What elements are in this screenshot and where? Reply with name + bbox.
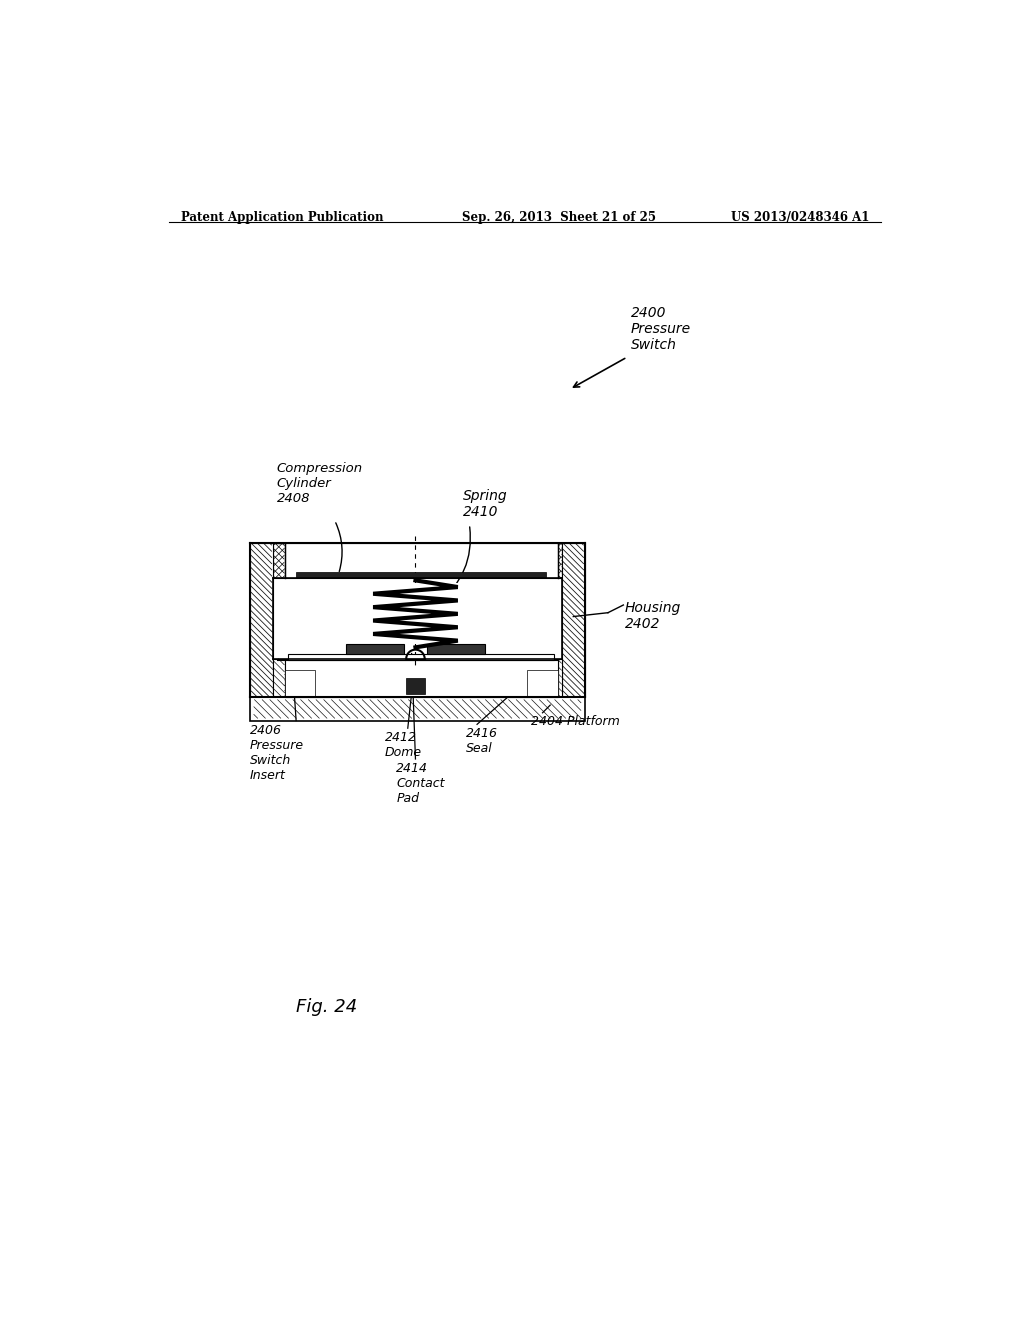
Text: 2412
Dome: 2412 Dome: [385, 731, 422, 759]
Bar: [527, 671, 558, 697]
Bar: [407, 678, 425, 693]
Text: US 2013/0248346 A1: US 2013/0248346 A1: [731, 211, 869, 224]
Bar: [273, 544, 562, 697]
Bar: [285, 544, 558, 578]
Text: 2404 Platform: 2404 Platform: [531, 715, 620, 729]
Bar: [558, 659, 562, 697]
Bar: [296, 572, 547, 578]
Bar: [558, 544, 562, 578]
Bar: [250, 697, 585, 721]
Text: Housing
2402: Housing 2402: [625, 601, 681, 631]
Bar: [285, 659, 558, 697]
Text: Spring
2410: Spring 2410: [463, 488, 508, 519]
Bar: [273, 659, 285, 697]
Text: 2400
Pressure
Switch: 2400 Pressure Switch: [631, 306, 691, 352]
Bar: [289, 655, 554, 660]
Bar: [562, 544, 585, 697]
Bar: [350, 582, 481, 644]
Bar: [285, 671, 315, 697]
Bar: [427, 644, 484, 653]
Text: Sep. 26, 2013  Sheet 21 of 25: Sep. 26, 2013 Sheet 21 of 25: [462, 211, 655, 224]
Text: 2416
Seal: 2416 Seal: [466, 726, 498, 755]
Text: Fig. 24: Fig. 24: [296, 998, 357, 1015]
Bar: [250, 544, 273, 697]
Bar: [346, 644, 403, 653]
Text: 2414
Contact
Pad: 2414 Contact Pad: [396, 762, 444, 805]
Text: Patent Application Publication: Patent Application Publication: [180, 211, 383, 224]
Text: Compression
Cylinder
2408: Compression Cylinder 2408: [276, 462, 362, 506]
Bar: [273, 544, 285, 578]
Text: 2406
Pressure
Switch
Insert: 2406 Pressure Switch Insert: [250, 725, 304, 783]
